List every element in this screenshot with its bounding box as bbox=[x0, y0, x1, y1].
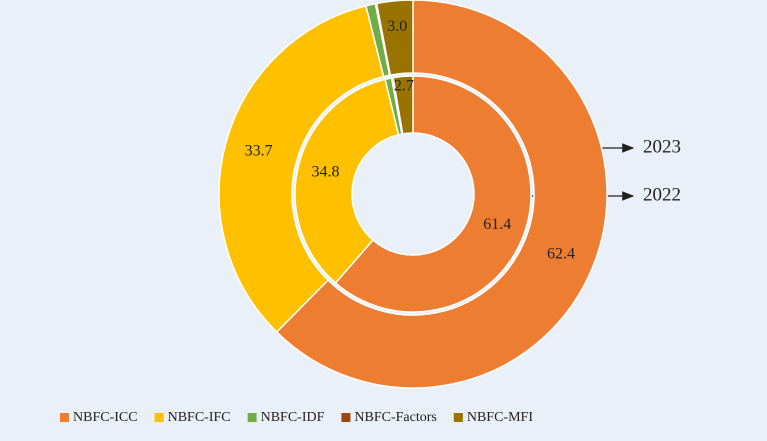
data-label: 3.0 bbox=[387, 18, 407, 35]
legend-label: NBFC-IDF bbox=[261, 410, 325, 425]
donut-segment bbox=[218, 4, 385, 334]
legend-swatch bbox=[60, 413, 69, 422]
legend-swatch bbox=[453, 413, 463, 422]
legend-swatch bbox=[154, 413, 164, 422]
donut-segment bbox=[334, 75, 532, 313]
series-label: 2022 bbox=[643, 184, 681, 205]
legend-label: NBFC-ICC bbox=[73, 410, 138, 425]
legend-swatch bbox=[341, 413, 351, 422]
data-label: 62.4 bbox=[547, 245, 575, 262]
data-label: 61.4 bbox=[483, 216, 511, 233]
legend-swatch bbox=[247, 413, 257, 422]
data-label: 33.7 bbox=[245, 142, 273, 159]
data-label: 34.8 bbox=[312, 163, 340, 180]
donut-segment bbox=[275, 0, 608, 389]
donut-segment bbox=[392, 75, 414, 135]
legend: NBFC-ICC NBFC-IFC NBFC-IDF NBFC-Factors NBFC… bbox=[60, 410, 533, 425]
series-label: 2023 bbox=[643, 136, 681, 157]
legend-label: NBFC-MFI bbox=[467, 410, 533, 425]
donut-segment bbox=[375, 0, 414, 77]
donut-segment bbox=[294, 78, 400, 285]
legend-label: NBFC-IFC bbox=[168, 410, 231, 425]
legend-label: NBFC-Factors bbox=[354, 410, 436, 425]
data-label: 2.7 bbox=[394, 78, 414, 95]
